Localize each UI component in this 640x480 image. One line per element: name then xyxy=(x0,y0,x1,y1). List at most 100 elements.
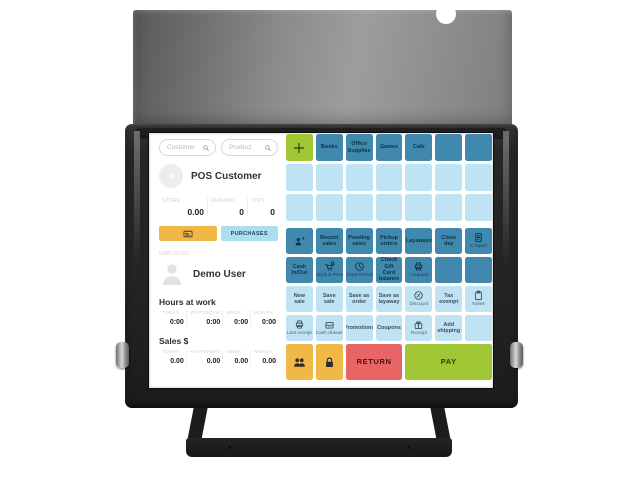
tile-save-as-layaway[interactable]: Save as layaway xyxy=(375,286,403,312)
tile-return[interactable]: RETURN xyxy=(345,344,403,380)
tile-lock[interactable] xyxy=(315,344,343,380)
stand-base xyxy=(186,438,452,457)
tile-save-as-order[interactable]: Save as order xyxy=(345,286,373,312)
product-search-input[interactable] xyxy=(221,139,278,156)
tile-office-supplies[interactable]: Office Supplies xyxy=(345,134,373,161)
tile-empty xyxy=(315,164,343,191)
tile-check-gift-card-balance[interactable]: Check Gift Card balance xyxy=(375,257,403,283)
screw-hole xyxy=(407,446,410,449)
col-label: WEEK xyxy=(226,311,242,316)
tile-label: Pickup orders xyxy=(379,234,399,247)
search-row xyxy=(159,139,278,156)
notes-icon xyxy=(473,290,484,301)
tile-save-sale[interactable]: Save sale xyxy=(315,286,343,312)
tile-discount[interactable]: Discount xyxy=(405,286,433,312)
card-icon xyxy=(183,230,193,237)
customer-search-field[interactable] xyxy=(165,143,202,152)
tile-recent-sales[interactable]: Recent sales xyxy=(315,228,343,254)
tile-notes[interactable]: Notes xyxy=(465,286,492,312)
hours-col-today: TODAY 0:00 xyxy=(159,311,186,326)
function-button-grid: Recent sales Pending sales Pickup orders La… xyxy=(286,228,492,341)
tile-sublabel: Discount xyxy=(409,302,429,308)
tile-add-shipping[interactable]: Add shipping xyxy=(435,315,463,341)
col-label: MONTH xyxy=(254,311,273,316)
col-label: WEEK xyxy=(226,350,242,355)
tile-sublabel: Coupons xyxy=(409,273,429,279)
tile-last-receipt[interactable]: Last receipt xyxy=(286,315,313,341)
col-value: 0:00 xyxy=(234,319,249,326)
hours-title: Hours at work xyxy=(159,297,216,307)
tile-clock-in-out[interactable]: Clock In/Out xyxy=(345,257,373,283)
document-icon xyxy=(473,232,484,243)
tile-empty xyxy=(435,164,463,191)
tile-pending-sales[interactable]: Pending sales xyxy=(345,228,373,254)
tile-cafe[interactable]: Cafe xyxy=(405,134,433,161)
tile-pickup-orders[interactable]: Pickup orders xyxy=(375,228,403,254)
stat-visit: VISIT 0 xyxy=(247,198,278,217)
lock-icon xyxy=(323,356,336,369)
customer-search-input[interactable] xyxy=(159,139,216,156)
tile-x-report[interactable]: X report xyxy=(465,228,492,254)
employee-section-label: EMPLOYEE xyxy=(159,251,190,257)
customer-employee-panel: + POS Customer STORE 0.00 REWARD 0 VISIT… xyxy=(149,133,286,388)
tile-receipt[interactable]: Receipt xyxy=(405,315,433,341)
tile-games[interactable]: Games xyxy=(375,134,403,161)
monitor-stand xyxy=(186,406,452,457)
add-customer-avatar-icon[interactable]: + xyxy=(159,164,183,188)
stat-value: 0.00 xyxy=(187,207,204,217)
tile-pay[interactable]: PAY xyxy=(405,344,492,380)
screw-hole xyxy=(228,446,231,449)
customer-name: POS Customer xyxy=(191,170,262,182)
customer-row[interactable]: + POS Customer xyxy=(159,164,278,188)
tile-sublabel: Receipt xyxy=(410,331,427,337)
product-search-field[interactable] xyxy=(227,143,264,152)
people-icon xyxy=(293,356,306,369)
tile-empty xyxy=(465,194,492,221)
tile-people[interactable] xyxy=(286,344,313,380)
tile-tax-exempt[interactable]: Tax exempt xyxy=(435,286,463,312)
stat-label: VISIT xyxy=(251,198,266,204)
tile-cash-drawer[interactable]: Cash drawer xyxy=(315,315,343,341)
tile-label: Save as layaway xyxy=(378,292,400,305)
employee-row[interactable]: Demo User xyxy=(159,261,278,287)
tile-books[interactable]: Books xyxy=(315,134,343,161)
tile-plus[interactable] xyxy=(286,134,313,161)
tile-coupons[interactable]: Coupons xyxy=(405,257,433,283)
discount-icon xyxy=(413,290,424,301)
tile-empty xyxy=(345,194,373,221)
tile-label: Close day xyxy=(441,234,457,247)
customer-card-button[interactable] xyxy=(159,226,217,241)
tile-empty xyxy=(375,164,403,191)
stat-reward: REWARD 0 xyxy=(207,198,247,217)
tile-promotions[interactable]: Promotions xyxy=(345,315,373,341)
tile-person-plus[interactable] xyxy=(286,228,313,254)
sales-col-yesterday: YESTERDAY 0.00 xyxy=(185,350,223,365)
tile-empty xyxy=(286,164,313,191)
person-plus-icon xyxy=(294,236,305,247)
purchases-button[interactable]: PURCHASES xyxy=(220,226,278,241)
tile-label: Save as order xyxy=(348,292,370,305)
tile-new-sale[interactable]: New sale xyxy=(286,286,313,312)
tile-coupons[interactable]: Coupons xyxy=(375,315,403,341)
tile-sublabel: Cash drawer xyxy=(315,331,343,337)
tile-cash-in-out[interactable]: Cash In/Out xyxy=(286,257,313,283)
col-label: TODAY xyxy=(162,311,180,316)
tile-stock-price[interactable]: Stock & Price xyxy=(315,257,343,283)
tile-label: Recent sales xyxy=(320,234,339,247)
printer-icon xyxy=(413,261,424,272)
col-value: 0.00 xyxy=(262,358,276,365)
printer-icon xyxy=(294,319,305,330)
product-group-grid: Books Office Supplies Games Cafe xyxy=(286,134,492,221)
tile-label: Cash In/Out xyxy=(291,263,308,276)
gift-icon xyxy=(413,319,424,330)
sales-col-today: TODAY 0.00 xyxy=(159,350,186,365)
tile-close-day[interactable]: Close day xyxy=(435,228,463,254)
tile-label: RETURN xyxy=(356,356,392,366)
tile-empty xyxy=(435,134,463,161)
tile-layaways[interactable]: Layaways xyxy=(405,228,433,254)
stat-value: 0 xyxy=(270,207,275,217)
sales-col-week: WEEK 0.00 xyxy=(222,350,250,365)
tile-empty xyxy=(345,164,373,191)
stand-leg-right xyxy=(430,406,451,442)
